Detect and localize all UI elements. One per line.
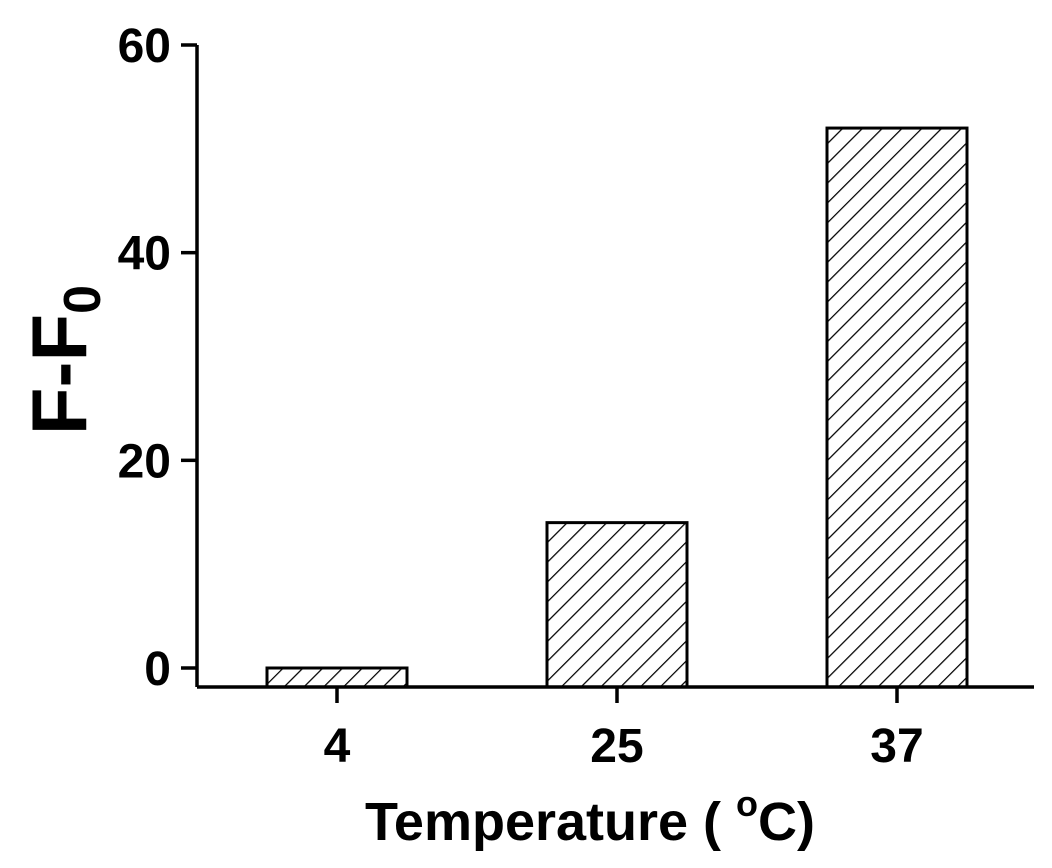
x-tick-label-37: 37	[870, 720, 923, 773]
x-tick-label-25: 25	[590, 720, 643, 773]
y-tick-label-0: 0	[144, 643, 171, 696]
bar-37	[825, 126, 969, 689]
bar-25	[545, 521, 689, 689]
x-tick-label-4: 4	[324, 720, 351, 773]
plot-area: 0 20 40 60 4 25 37	[118, 20, 1034, 773]
y-axis-title: F-F0	[15, 285, 112, 435]
y-tick-label-40: 40	[118, 228, 171, 281]
x-axis-title: Temperature ( oC)	[365, 783, 815, 852]
bar-4	[265, 666, 409, 689]
y-tick-label-20: 20	[118, 435, 171, 488]
y-tick-label-60: 60	[118, 20, 171, 73]
